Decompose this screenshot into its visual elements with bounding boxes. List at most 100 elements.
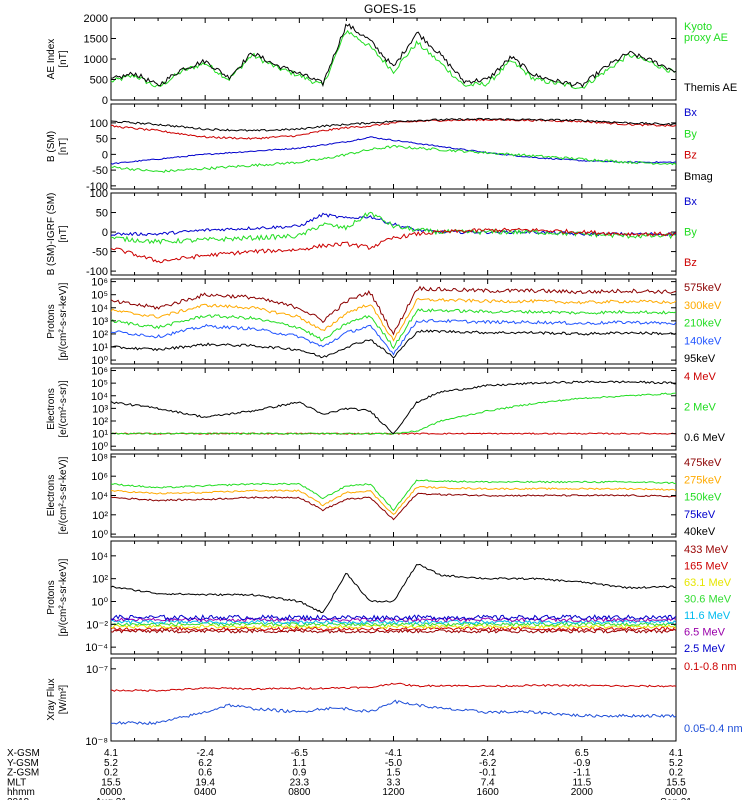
x-axis-tick-value: 6.2: [198, 758, 212, 769]
y-tick-label: 10⁴: [91, 491, 108, 503]
legend-entry: 433 MeV: [684, 544, 729, 556]
panel-frame: [110, 103, 677, 190]
legend-entry: 475keV: [684, 457, 722, 469]
y-tick-label: 10⁰: [91, 441, 108, 453]
panel-electrons_low: 10⁰ 10² 10⁴ 10⁶ 10⁸ Electrons [e/(cm²-s-sr-keV…: [46, 452, 722, 541]
x-axis-tick-value: Aug 31: [95, 797, 127, 800]
y-tick-label: -50: [92, 247, 108, 259]
y-tick-label: 10⁴: [91, 551, 108, 563]
panel-bsmigrf: -100 -50 0 50 100 B (SM)-IGRF (SM) [nT] Bx By Bz: [46, 188, 697, 278]
legend-entry: 11.6 MeV: [684, 610, 731, 622]
y-tick-label: 1000: [84, 54, 108, 66]
x-axis-tick-value: 0.2: [104, 768, 118, 779]
legend-entry: 0.6 MeV: [684, 432, 726, 444]
y-axis-label: [nT]: [58, 225, 69, 242]
panel-frame: [110, 657, 677, 742]
legend-entry: 30.6 MeV: [684, 594, 732, 606]
y-tick-label: 10⁻²: [86, 619, 108, 631]
series-group: [111, 211, 676, 264]
legend-entry: 95keV: [684, 353, 716, 365]
panel-bsm: -100 -50 0 50 100 B (SM) [nT] Bx By Bz Bmag: [46, 103, 713, 193]
legend-entry: proxy AE: [684, 32, 728, 44]
y-tick-label: 10⁴: [91, 391, 108, 403]
y-tick-label: 10²: [92, 416, 108, 428]
x-axis-tick-value: 0000: [665, 787, 688, 798]
series-line-by: [111, 211, 676, 245]
legend-entry: Bz: [684, 150, 697, 162]
x-axis-tick-value: -0.1: [479, 768, 497, 779]
legend-entry: 165 MeV: [684, 561, 729, 573]
y-axis-label: AE Index: [46, 39, 57, 80]
series-line-0-05-0-4-nm: [111, 699, 676, 725]
y-tick-label: -50: [92, 165, 108, 177]
x-axis-tick-value: 2000: [571, 787, 594, 798]
series-line-0-6-mev: [111, 380, 676, 435]
legend-entry: 0.1-0.8 nm: [684, 661, 737, 673]
series-line-575kev: [111, 285, 676, 336]
series-line-bx: [111, 136, 676, 165]
y-tick-label: 10¹: [92, 429, 108, 441]
plot-title: GOES-15: [364, 2, 416, 16]
x-axis-annotation: X-GSMY-GSMZ-GSMMLThhmm20194.15.20.215.50…: [7, 748, 692, 800]
series-line-2-5-mev: [111, 614, 676, 621]
y-tick-label: 10⁶: [91, 366, 108, 378]
x-axis-tick-value: 0800: [288, 787, 311, 798]
x-axis-row-label: Y-GSM: [7, 758, 39, 769]
y-tick-label: 1500: [84, 34, 108, 46]
y-tick-label: 10⁵: [91, 378, 108, 390]
y-axis-label: Electrons: [46, 388, 57, 430]
legend-entry: Bz: [684, 257, 697, 269]
y-tick-label: 10⁴: [91, 303, 108, 315]
y-axis-label: [nT]: [58, 138, 69, 155]
legend-entry: 6.5 MeV: [684, 627, 726, 639]
y-tick-label: 10³: [92, 316, 108, 328]
legend-entry: By: [684, 128, 697, 140]
legend-entry: 275keV: [684, 474, 722, 486]
legend-entry: By: [684, 227, 697, 239]
x-axis-tick-value: 6.5: [575, 748, 589, 759]
series-line-bz: [111, 227, 676, 264]
legend-entry: Kyoto: [684, 21, 712, 33]
panel-protons_high: 10⁻⁴ 10⁻² 10⁰ 10² 10⁴ Protons [p/(cm²-s-sr-keV…: [46, 540, 732, 655]
series-line-bz: [111, 118, 676, 140]
legend-entry: 575keV: [684, 282, 722, 294]
x-axis-tick-value: -4.1: [385, 748, 403, 759]
series-line-95kev: [111, 329, 676, 359]
legend-entry: Bmag: [684, 171, 713, 183]
legend-entry: 63.1 MeV: [684, 577, 732, 589]
y-tick-label: 10³: [92, 403, 108, 415]
series-line-by: [111, 144, 676, 174]
y-tick-label: 10⁶: [91, 277, 108, 289]
x-axis-tick-value: 1200: [382, 787, 405, 798]
x-axis-tick-value: -5.0: [385, 758, 403, 769]
y-axis-label: [e/(cm²-s-sr)]: [58, 380, 69, 437]
legend-entry: 0.05-0.4 nm: [684, 723, 743, 735]
x-axis-tick-value: 4.1: [669, 748, 683, 759]
y-tick-label: 10²: [92, 510, 108, 522]
y-tick-label: 0: [102, 95, 108, 107]
x-axis-tick-value: 1.1: [292, 758, 306, 769]
y-tick-label: 50: [96, 208, 108, 220]
x-axis-row-label: 2019: [7, 797, 30, 800]
x-axis-tick-value: 23.3: [290, 777, 310, 788]
series-group: [111, 23, 676, 90]
x-axis-tick-value: 4.1: [104, 748, 118, 759]
y-axis-label: Electrons: [46, 475, 57, 517]
y-tick-label: 100: [90, 118, 108, 130]
series-line-unlabeled: [111, 563, 676, 614]
legend-entry: 150keV: [684, 492, 722, 504]
legend-entry: Bx: [684, 107, 697, 119]
x-axis-tick-value: -6.5: [291, 748, 309, 759]
x-axis-tick-value: 11.5: [572, 777, 591, 788]
x-axis-tick-value: 0.2: [669, 768, 683, 779]
y-axis-label: B (SM)-IGRF (SM): [46, 193, 57, 276]
x-axis-tick-value: 1.5: [387, 768, 401, 779]
series-line-475kev: [111, 492, 676, 521]
x-axis-tick-value: 0.6: [198, 768, 212, 779]
x-axis-row-label: hhmm: [7, 787, 35, 798]
x-axis-tick-value: 0.9: [292, 768, 306, 779]
legend-entry: Bx: [684, 196, 697, 208]
